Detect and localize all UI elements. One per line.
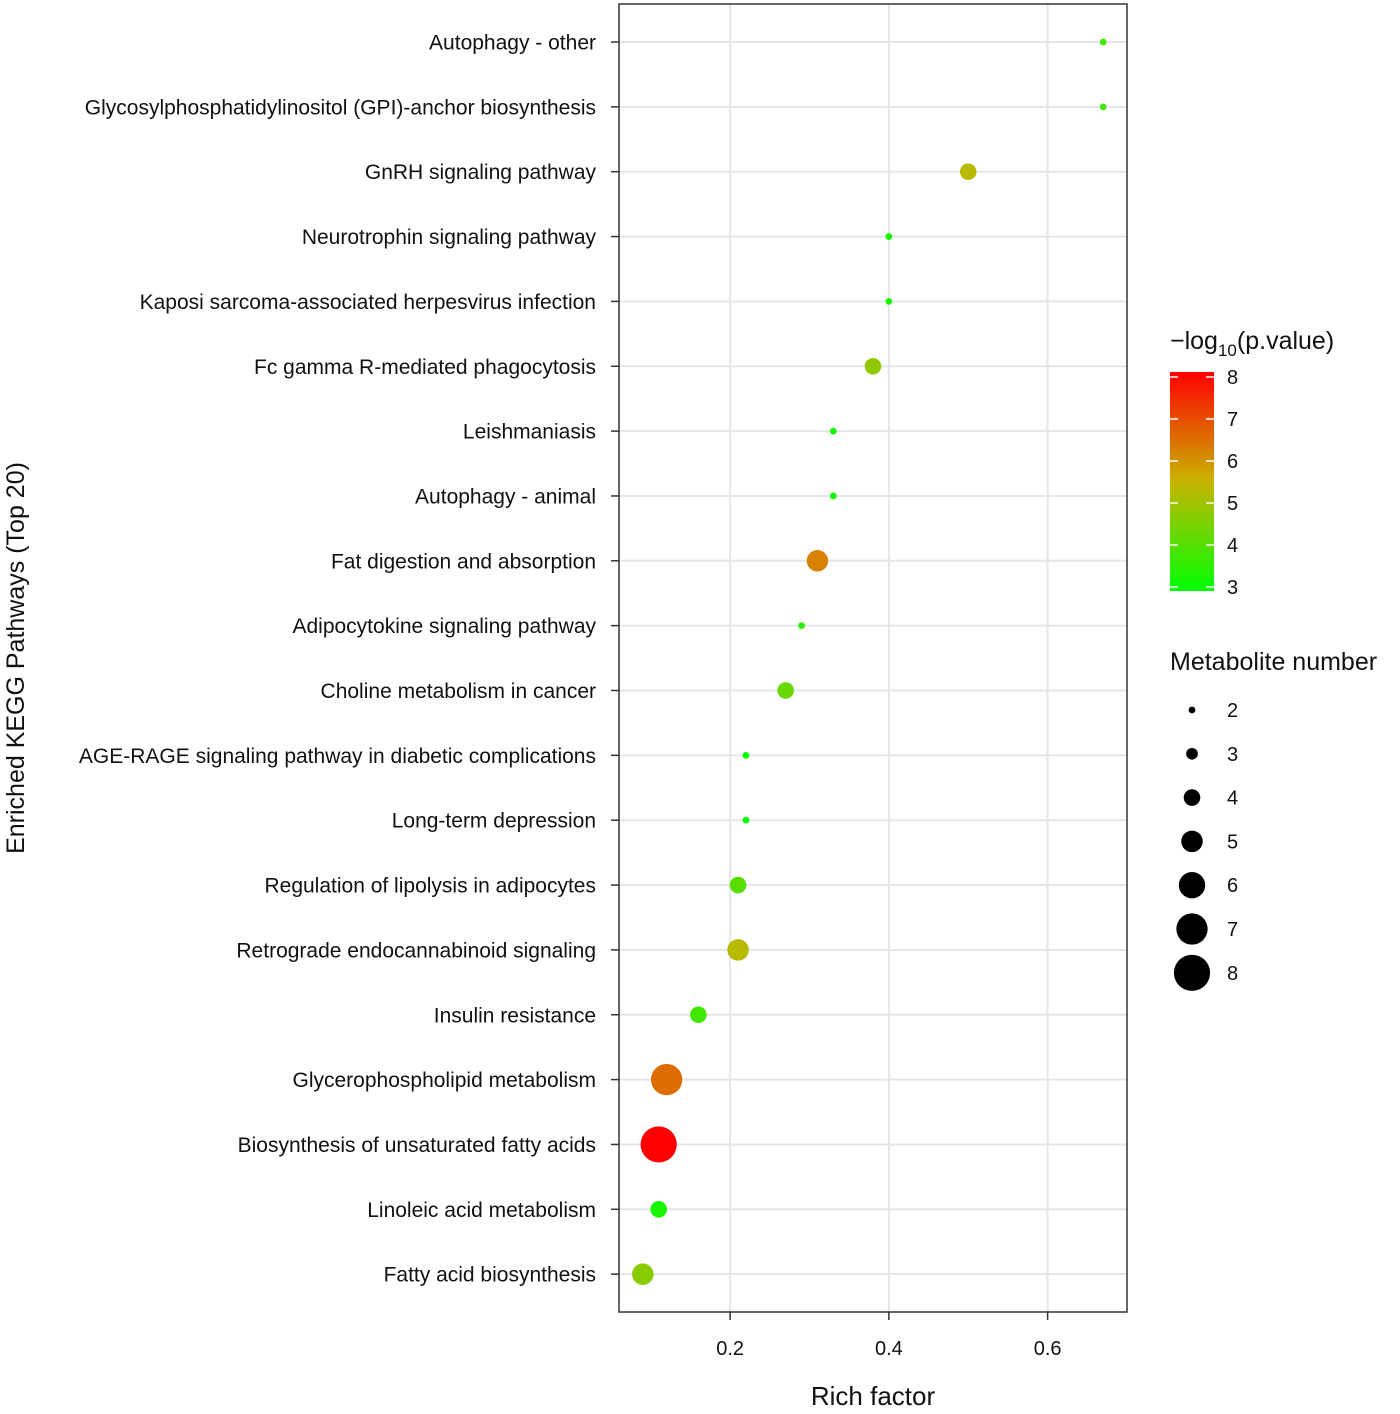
y-tick-label: Adipocytokine signaling pathway xyxy=(292,615,596,638)
y-axis: Autophagy - other Glycosylphosphatidylino… xyxy=(79,32,619,1287)
data-point xyxy=(632,1263,654,1285)
color-legend-title-suffix: (p.value) xyxy=(1237,327,1334,355)
y-tick-label: Biosynthesis of unsaturated fatty acids xyxy=(238,1134,596,1157)
y-tick-label: Insulin resistance xyxy=(434,1004,596,1027)
size-legend-circle xyxy=(1181,830,1203,853)
color-bar xyxy=(1170,372,1214,591)
y-tick-label: Kaposi sarcoma-associated herpesvirus in… xyxy=(140,291,596,314)
y-tick-label: Glycosylphosphatidylinositol (GPI)-ancho… xyxy=(85,96,596,119)
x-axis-title: Rich factor xyxy=(811,1381,936,1409)
y-tick-label: Choline metabolism in cancer xyxy=(321,680,596,703)
size-legend-label: 3 xyxy=(1227,744,1238,766)
size-legend-circle xyxy=(1178,872,1206,899)
data-point xyxy=(727,939,749,961)
size-legend-label: 4 xyxy=(1227,788,1238,810)
data-point xyxy=(806,550,829,572)
data-point xyxy=(959,163,977,180)
y-tick-label: Fatty acid biosynthesis xyxy=(384,1264,596,1287)
color-bar-tick-label: 4 xyxy=(1227,535,1238,557)
y-tick-label: Linoleic acid metabolism xyxy=(367,1199,596,1222)
size-legend-title: Metabolite number xyxy=(1170,648,1377,676)
panel-border xyxy=(618,3,1128,1313)
data-point xyxy=(829,492,837,500)
y-tick-label: GnRH signaling pathway xyxy=(365,161,597,184)
color-legend-title: −log10(p.value) xyxy=(1170,327,1334,360)
data-point xyxy=(885,233,893,240)
data-point xyxy=(640,1126,677,1163)
y-tick-label: Autophagy - animal xyxy=(415,485,596,508)
color-legend-title-subscript: 10 xyxy=(1218,341,1237,360)
size-legend: Metabolite number 2 3 4 5 6 7 8 xyxy=(1170,648,1377,991)
data-point xyxy=(742,816,750,824)
x-tick-label: 0.2 xyxy=(716,1338,744,1360)
data-point xyxy=(1099,38,1107,46)
color-bar-tick-label: 3 xyxy=(1227,577,1238,599)
x-tick-label: 0.4 xyxy=(875,1338,903,1360)
data-point xyxy=(690,1006,707,1024)
data-point xyxy=(650,1201,667,1218)
data-point xyxy=(829,427,837,435)
data-point xyxy=(1099,103,1107,111)
x-axis: 0.2 0.4 0.6 xyxy=(716,1312,1062,1360)
size-legend-label: 8 xyxy=(1227,963,1238,985)
color-bar-tick-label: 6 xyxy=(1227,451,1238,473)
color-bar-tick-label: 5 xyxy=(1227,493,1238,515)
data-point xyxy=(777,682,794,699)
y-tick-label: Fc gamma R-mediated phagocytosis xyxy=(254,356,596,379)
data-point xyxy=(729,876,747,894)
size-legend-circle xyxy=(1176,913,1208,945)
y-tick-label: AGE-RAGE signaling pathway in diabetic c… xyxy=(79,745,596,768)
data-point xyxy=(864,357,882,375)
color-bar-tick-label: 7 xyxy=(1227,409,1238,431)
y-tick-label: Neurotrophin signaling pathway xyxy=(302,226,597,249)
y-tick-label: Regulation of lipolysis in adipocytes xyxy=(264,875,596,898)
x-tick-label: 0.6 xyxy=(1034,1338,1062,1360)
size-legend-circle xyxy=(1173,954,1211,991)
points-layer xyxy=(632,38,1107,1285)
color-legend-title-prefix: −log xyxy=(1170,327,1218,355)
size-legend-items: 2 3 4 5 6 7 8 xyxy=(1173,700,1238,991)
data-point xyxy=(650,1063,683,1096)
data-point xyxy=(885,298,893,305)
size-legend-label: 7 xyxy=(1227,919,1238,941)
color-bar-ticks: 8 7 6 5 4 3 xyxy=(1170,367,1238,599)
data-point xyxy=(798,622,805,630)
color-legend: −log10(p.value) 8 7 6 5 4 3 xyxy=(1170,327,1334,599)
y-tick-label: Autophagy - other xyxy=(429,32,596,55)
y-tick-label: Long-term depression xyxy=(392,810,596,833)
y-tick-label: Leishmaniasis xyxy=(463,421,596,444)
y-tick-label: Retrograde endocannabinoid signaling xyxy=(236,939,596,962)
y-tick-label: Fat digestion and absorption xyxy=(331,550,596,573)
size-legend-label: 6 xyxy=(1227,875,1238,897)
size-legend-circle xyxy=(1183,789,1201,806)
size-legend-label: 2 xyxy=(1227,700,1238,722)
size-legend-label: 5 xyxy=(1227,831,1238,853)
grid-layer xyxy=(619,4,1127,1312)
y-tick-label: Glycerophospholipid metabolism xyxy=(293,1069,597,1092)
size-legend-circle xyxy=(1188,706,1196,714)
y-axis-title: Enriched KEGG Pathways (Top 20) xyxy=(2,462,30,854)
color-bar-tick-label: 8 xyxy=(1227,367,1238,389)
size-legend-circle xyxy=(1186,747,1198,760)
data-point xyxy=(742,751,750,759)
